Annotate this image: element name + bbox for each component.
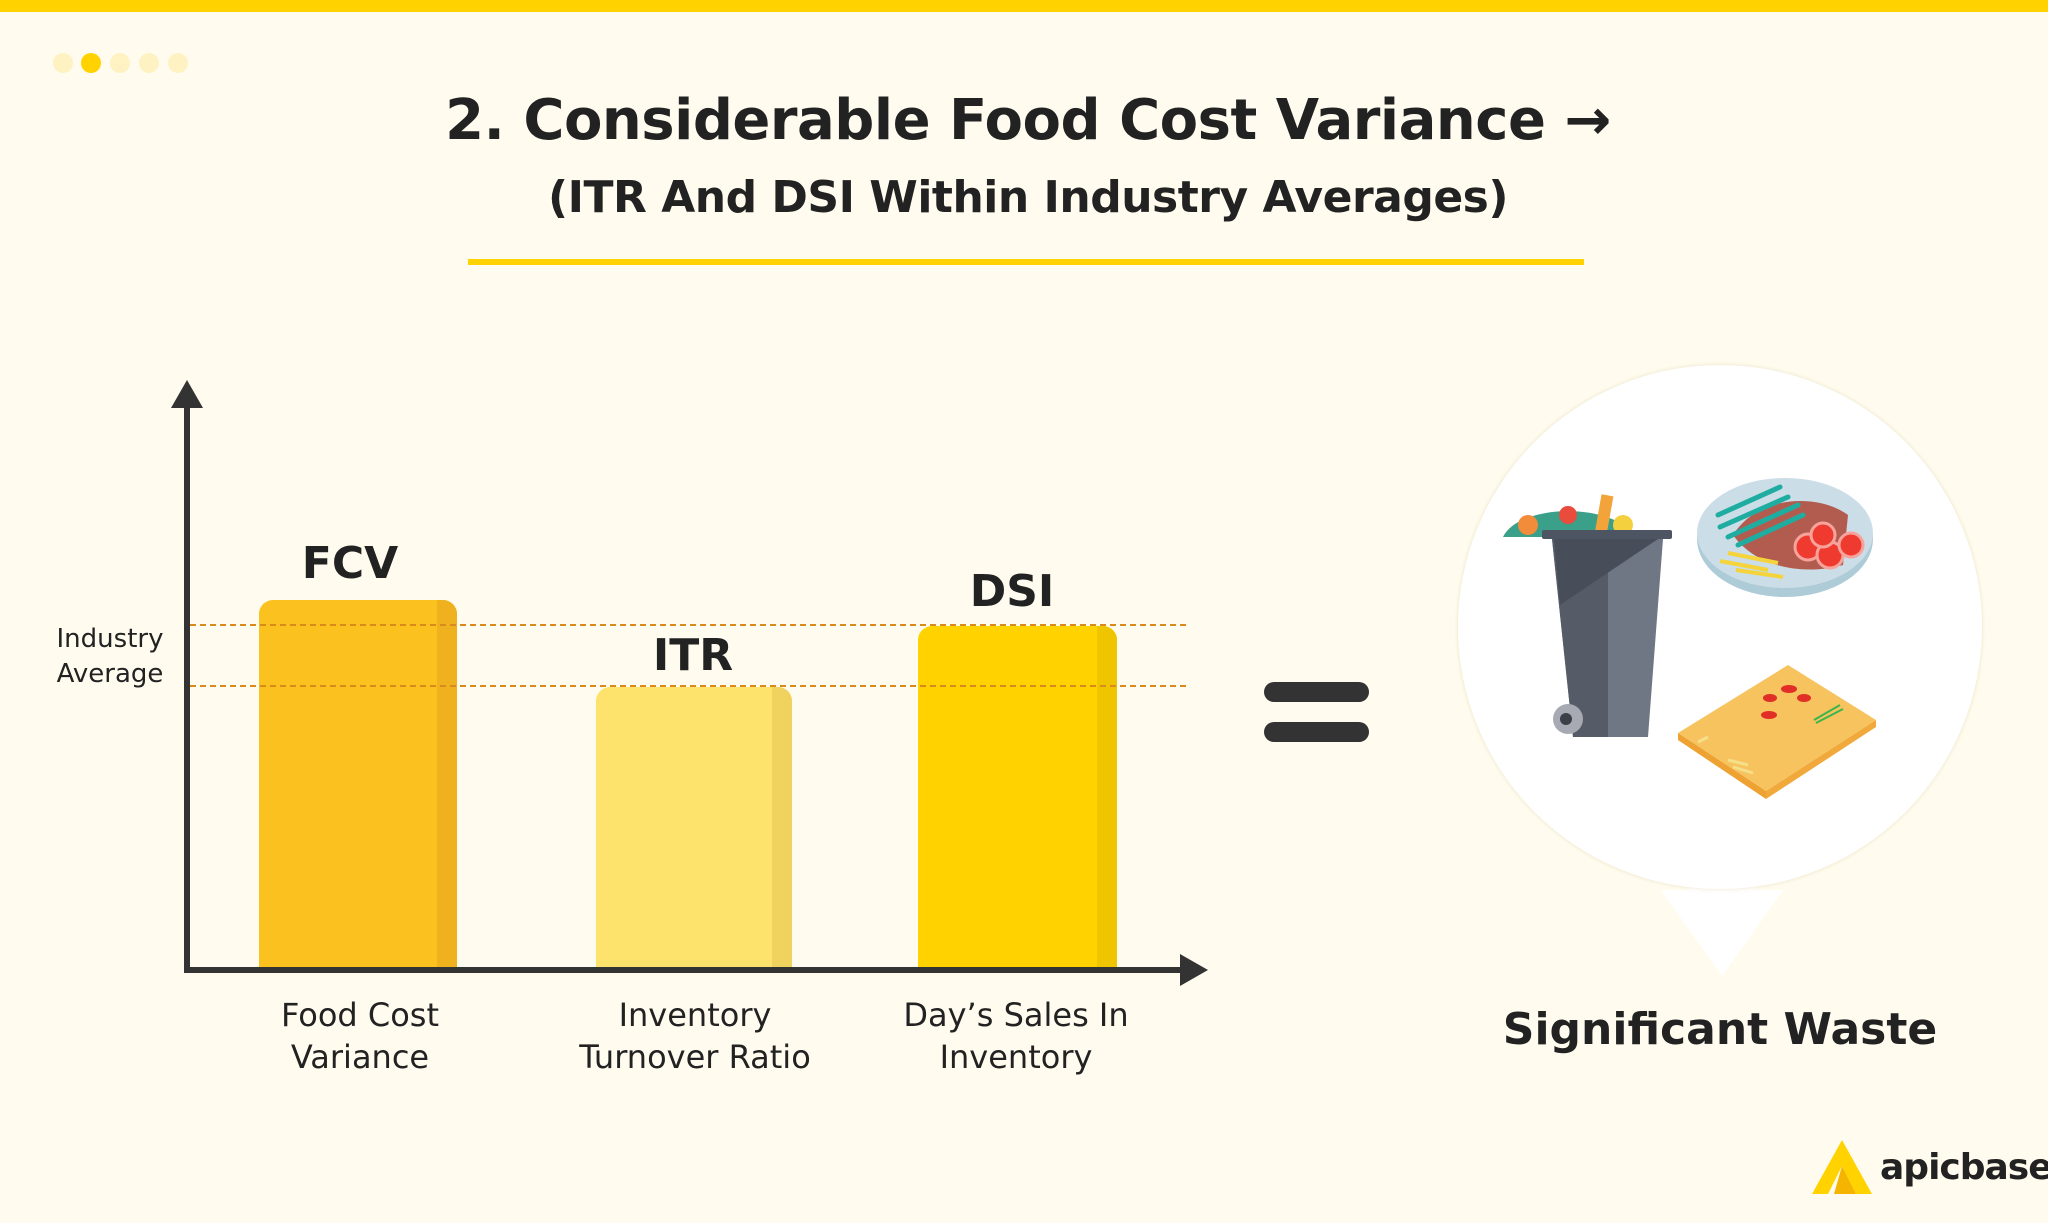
waste-illustration-circle <box>1458 365 1982 889</box>
top-accent-bar <box>0 0 2048 12</box>
result-label: Significant Waste <box>1502 1004 1938 1055</box>
page-dot-2-active[interactable] <box>81 53 101 73</box>
page-dot-1[interactable] <box>53 53 73 73</box>
industry-average-lower-line <box>190 685 1186 687</box>
category-label-fcv: Food Cost Variance <box>200 994 520 1078</box>
trash-bin-icon <box>1503 494 1672 737</box>
bar-label-dsi: DSI <box>969 566 1055 617</box>
category-line: Day’s Sales In <box>903 996 1129 1034</box>
apicbase-logo[interactable]: apicbase <box>1812 1140 2048 1194</box>
y-axis-arrow-icon <box>171 380 203 408</box>
category-line: Inventory <box>618 996 772 1034</box>
equals-sign-bottom <box>1264 722 1369 742</box>
category-line: Inventory <box>939 1038 1093 1076</box>
page-dot-3[interactable] <box>110 53 130 73</box>
cutting-board-icon <box>1678 665 1876 799</box>
category-line: Food Cost <box>280 996 440 1034</box>
industry-average-label: Industry Average <box>40 622 180 692</box>
waste-illustration <box>1503 478 1876 799</box>
page-dot-5[interactable] <box>168 53 188 73</box>
bar-label-itr: ITR <box>652 630 734 681</box>
down-arrow-icon <box>1661 860 1783 976</box>
apicbase-logo-icon <box>1812 1140 1872 1194</box>
category-label-dsi: Day’s Sales In Inventory <box>856 994 1176 1078</box>
industry-average-label-line2: Average <box>56 659 164 689</box>
logo-text: apicbase <box>1880 1146 2048 1188</box>
y-axis <box>184 395 190 973</box>
x-axis <box>184 967 1184 973</box>
category-label-itr: Inventory Turnover Ratio <box>535 994 855 1078</box>
plate-of-food-icon <box>1697 478 1873 597</box>
bar-itr <box>596 687 792 970</box>
bar-fcv <box>259 600 457 970</box>
industry-average-upper-line <box>190 624 1186 626</box>
page-dot-4[interactable] <box>139 53 159 73</box>
bar-dsi <box>918 626 1117 970</box>
industry-average-label-line1: Industry <box>56 624 164 654</box>
x-axis-arrow-icon <box>1180 954 1208 986</box>
category-line: Variance <box>290 1038 430 1076</box>
bar-label-fcv: FCV <box>301 538 399 589</box>
equals-sign-top <box>1264 682 1369 702</box>
page-subtitle: (ITR And DSI Within Industry Averages) <box>548 172 1508 223</box>
title-underline <box>468 259 1584 265</box>
page-title: 2. Considerable Food Cost Variance → <box>445 88 1611 153</box>
category-line: Turnover Ratio <box>579 1038 811 1076</box>
